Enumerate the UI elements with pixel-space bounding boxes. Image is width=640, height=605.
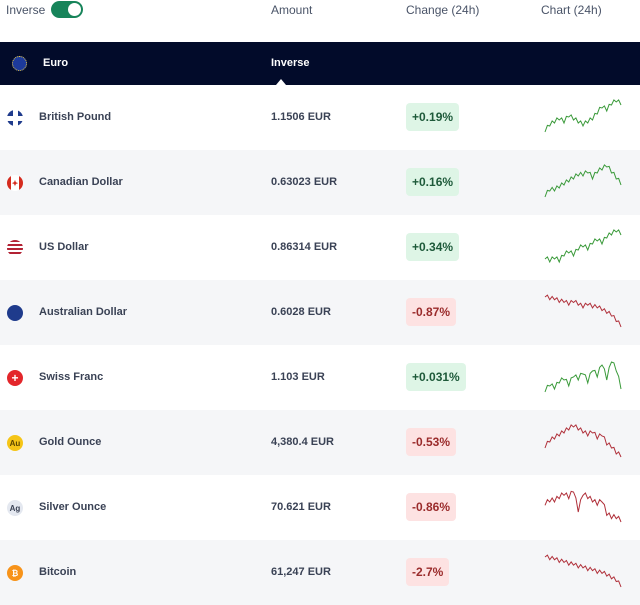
change-badge: +0.16% — [406, 168, 460, 196]
gold-icon: Au — [7, 435, 23, 451]
currency-amount: 4,380.4 EUR — [271, 436, 334, 448]
caret-icon — [276, 79, 286, 85]
sparkline-chart — [544, 361, 622, 393]
sparkline-line — [544, 490, 622, 523]
currency-amount: 0.63023 EUR — [271, 176, 338, 188]
change-badge: +0.34% — [406, 233, 460, 261]
sparkline-line — [544, 229, 622, 264]
currency-name[interactable]: Swiss Franc — [39, 371, 104, 383]
sparkline-chart — [544, 554, 622, 588]
currency-amount: 70.621 EUR — [271, 501, 331, 513]
currency-name[interactable]: Canadian Dollar — [39, 176, 123, 188]
currency-amount: 1.1506 EUR — [271, 111, 331, 123]
sparkline-chart — [544, 164, 622, 198]
base-currency-row: Euro Inverse — [0, 42, 640, 85]
currency-amount: 0.6028 EUR — [271, 306, 331, 318]
currency-name[interactable]: Silver Ounce — [39, 501, 107, 513]
currency-row[interactable]: British Pound 1.1506 EUR +0.19% — [0, 85, 640, 150]
change-badge: -0.87% — [406, 298, 457, 326]
amount-column-header[interactable]: Amount — [271, 3, 313, 17]
currency-row[interactable]: ✦ Canadian Dollar 0.63023 EUR +0.16% — [0, 150, 640, 215]
currency-name[interactable]: Gold Ounce — [39, 436, 102, 448]
table-header: Inverse Amount Change (24h) Chart (24h) — [0, 0, 640, 42]
uk-flag-icon — [7, 110, 23, 126]
change-badge: -0.53% — [406, 428, 457, 456]
currency-name[interactable]: Australian Dollar — [39, 306, 128, 318]
sparkline-chart — [544, 424, 622, 458]
currency-row[interactable]: + Swiss Franc 1.103 EUR +0.031% — [0, 345, 640, 410]
inverse-label: Inverse — [6, 3, 46, 17]
currency-row[interactable]: Au Gold Ounce 4,380.4 EUR -0.53% — [0, 410, 640, 475]
swiss-flag-icon: + — [7, 370, 23, 386]
change-badge: +0.031% — [406, 363, 466, 391]
sparkline-line — [544, 361, 622, 393]
currency-name[interactable]: US Dollar — [39, 241, 89, 253]
change-badge: +0.19% — [406, 103, 460, 131]
sparkline-line — [544, 424, 622, 458]
eu-flag-icon — [12, 56, 27, 71]
sparkline-line — [544, 294, 622, 328]
change-column-header[interactable]: Change (24h) — [406, 3, 480, 17]
us-flag-icon — [7, 240, 23, 256]
currency-row[interactable]: Ag Silver Ounce 70.621 EUR -0.86% — [0, 475, 640, 540]
currency-row[interactable]: Australian Dollar 0.6028 EUR -0.87% — [0, 280, 640, 345]
canada-flag-icon: ✦ — [7, 175, 23, 191]
currency-amount: 1.103 EUR — [271, 371, 325, 383]
silver-icon: Ag — [7, 500, 23, 516]
sparkline-line — [544, 554, 622, 588]
currency-name[interactable]: Bitcoin — [39, 566, 77, 578]
change-badge: -0.86% — [406, 493, 457, 521]
currency-amount: 0.86314 EUR — [271, 241, 338, 253]
currency-name[interactable]: British Pound — [39, 111, 112, 123]
sparkline-chart — [544, 490, 622, 523]
inverse-toggle[interactable] — [51, 1, 83, 18]
chart-column-header: Chart (24h) — [541, 3, 602, 17]
currency-row[interactable]: ₿ Bitcoin 61,247 EUR -2.7% — [0, 540, 640, 605]
currency-list: British Pound 1.1506 EUR +0.19% ✦ Canadia… — [0, 85, 640, 605]
sparkline-chart — [544, 229, 622, 264]
sparkline-line — [544, 164, 622, 198]
currency-row[interactable]: US Dollar 0.86314 EUR +0.34% — [0, 215, 640, 280]
change-badge: -2.7% — [406, 558, 450, 586]
sparkline-chart — [544, 294, 622, 328]
inverse-column-label[interactable]: Inverse — [271, 57, 310, 69]
sparkline-chart — [544, 99, 622, 133]
australia-flag-icon — [7, 305, 23, 321]
sparkline-line — [544, 99, 622, 133]
bitcoin-icon: ₿ — [7, 565, 23, 581]
base-currency-name: Euro — [43, 57, 69, 69]
currency-amount: 61,247 EUR — [271, 566, 331, 578]
